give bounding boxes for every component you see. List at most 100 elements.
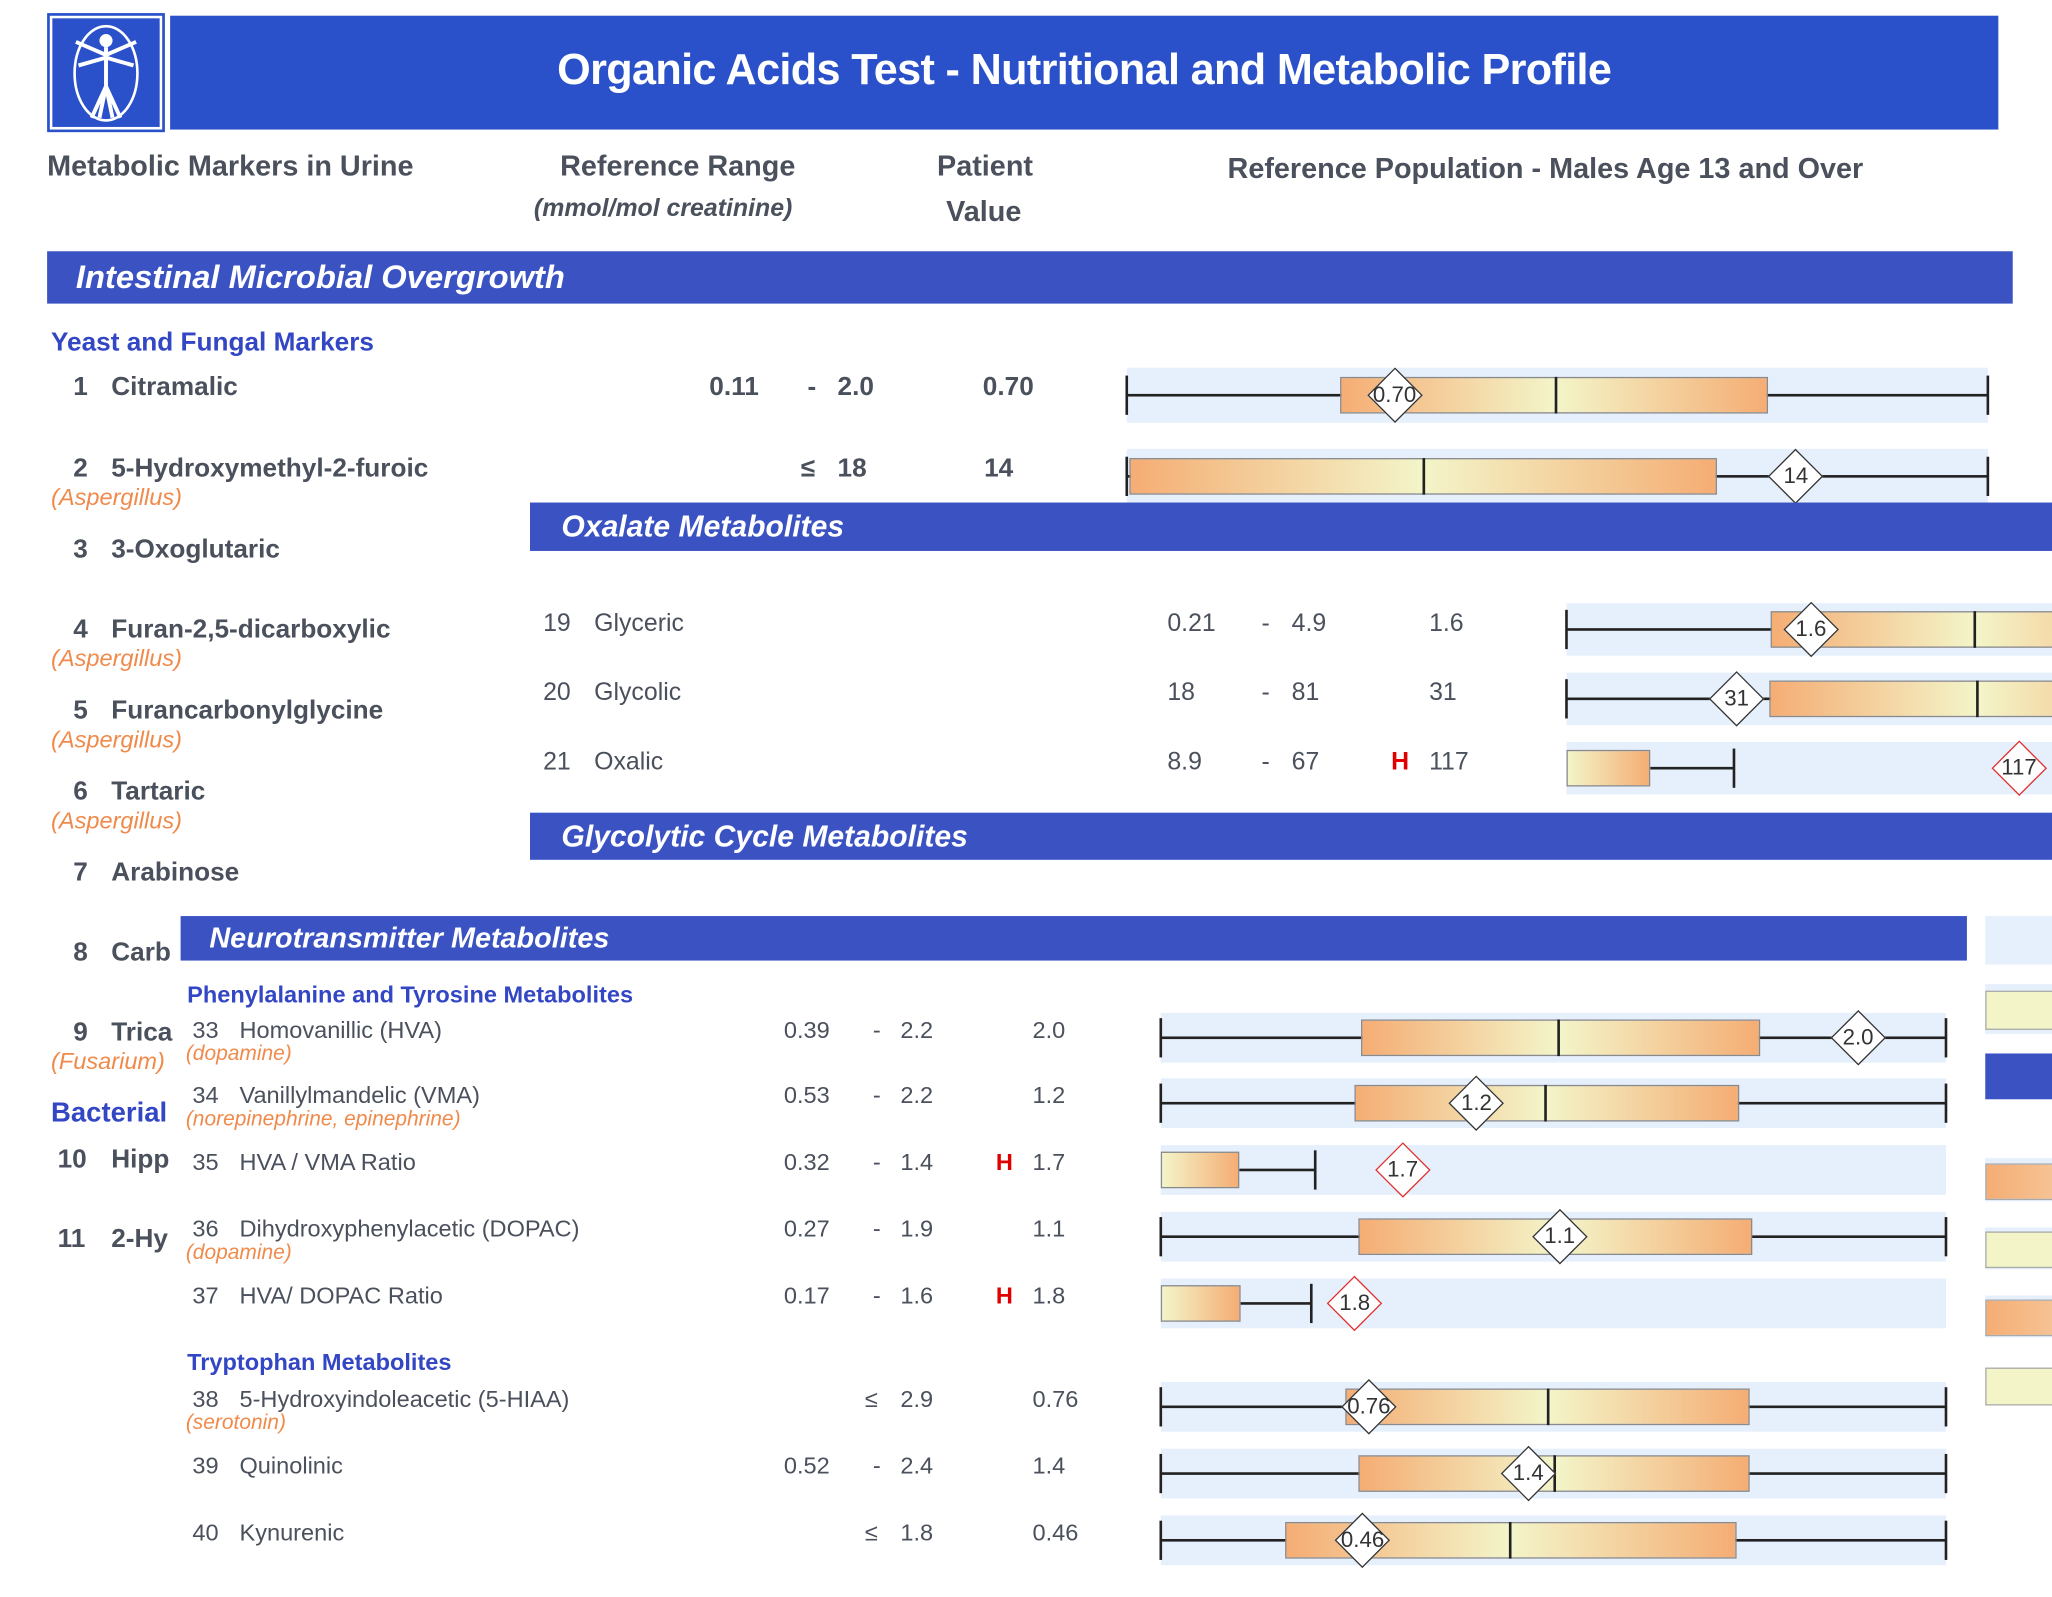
whisker-cap-high bbox=[1944, 1018, 1948, 1058]
range-high: 18 bbox=[837, 454, 867, 483]
marker-number: 7 bbox=[73, 858, 88, 888]
whisker-cap-high bbox=[1986, 375, 1990, 415]
whisker-cap-low bbox=[1159, 1018, 1163, 1058]
fragment-box bbox=[1985, 1367, 2052, 1406]
patient-value-marker: 0.70 bbox=[1366, 367, 1423, 423]
high-flag: H bbox=[995, 1282, 1013, 1309]
gauge-median-line bbox=[1544, 1084, 1547, 1122]
organism-label: (Aspergillus) bbox=[51, 645, 182, 672]
marker-number: 33 bbox=[192, 1016, 219, 1044]
marker-name: Trica bbox=[111, 1018, 173, 1047]
high-flag: H bbox=[995, 1149, 1013, 1176]
range-separator: - bbox=[807, 372, 817, 402]
section-header-neurotransmitter: Neurotransmitter Metabolites bbox=[180, 916, 1967, 961]
marker-name: Tartaric bbox=[111, 777, 206, 807]
marker-name: Vanillylmandelic (VMA) bbox=[239, 1082, 480, 1109]
marker-name: 3-Oxoglutaric bbox=[111, 535, 280, 565]
range-low: 8.9 bbox=[1167, 748, 1202, 777]
marker-value: 1.6 bbox=[1795, 616, 1827, 642]
marker-number: 6 bbox=[73, 777, 88, 807]
range-high: 2.2 bbox=[900, 1016, 934, 1044]
gauge-median-line bbox=[1973, 611, 1977, 648]
range-low: 0.39 bbox=[783, 1016, 830, 1044]
marker-value: 1.2 bbox=[1460, 1090, 1492, 1115]
marker-name: Kynurenic bbox=[239, 1519, 345, 1546]
marker-value: 14 bbox=[1783, 463, 1809, 489]
patient-value: 117 bbox=[1429, 748, 1469, 777]
whisker-cap-low bbox=[1159, 1387, 1163, 1427]
patient-value: 0.46 bbox=[1032, 1519, 1079, 1546]
marker-value: 1.1 bbox=[1544, 1223, 1576, 1249]
marker-value: 1.7 bbox=[1387, 1156, 1419, 1182]
fragment-box bbox=[1985, 1299, 2052, 1337]
range-separator: - bbox=[872, 1082, 881, 1109]
range-separator: ≤ bbox=[800, 454, 816, 483]
fragment-box bbox=[1985, 990, 2052, 1030]
fragment-box bbox=[1985, 1163, 2052, 1201]
marker-number: 8 bbox=[73, 938, 88, 968]
whisker-cap-high bbox=[1944, 1083, 1948, 1123]
range-low: 0.32 bbox=[783, 1149, 830, 1176]
gauge-box bbox=[1769, 680, 2052, 718]
organism-label: (Aspergillus) bbox=[51, 484, 182, 511]
patient-value: 0.70 bbox=[982, 372, 1034, 402]
patient-value-marker: 1.1 bbox=[1531, 1208, 1588, 1265]
range-low: 0.53 bbox=[783, 1082, 830, 1109]
range-low: 18 bbox=[1167, 679, 1195, 707]
gauge-whisker bbox=[1239, 1168, 1316, 1172]
whisker-cap-low bbox=[1159, 1453, 1163, 1494]
whisker-cap-high bbox=[1310, 1283, 1313, 1324]
column-header-range: Reference Range bbox=[560, 149, 796, 182]
range-separator: - bbox=[1261, 748, 1270, 777]
gauge-box bbox=[1160, 1151, 1240, 1189]
marker-name: Furan-2,5-dicarboxylic bbox=[111, 615, 391, 644]
whisker-cap-high bbox=[1944, 1387, 1948, 1427]
range-high: 1.8 bbox=[900, 1519, 934, 1546]
marker-number: 34 bbox=[192, 1082, 219, 1109]
organism-label: (Aspergillus) bbox=[51, 807, 182, 834]
gauge-whisker bbox=[1240, 1302, 1312, 1305]
fragment-header bbox=[1985, 1053, 2052, 1100]
marker-value: 2.0 bbox=[1842, 1024, 1874, 1050]
range-separator: - bbox=[1261, 609, 1270, 638]
marker-number: 20 bbox=[543, 679, 571, 707]
range-separator: - bbox=[872, 1215, 881, 1242]
neurotransmitter-label: (serotonin) bbox=[185, 1412, 286, 1435]
marker-number: 5 bbox=[73, 696, 88, 726]
gauge-box bbox=[1354, 1084, 1740, 1122]
column-header-population: Reference Population - Males Age 13 and … bbox=[1227, 151, 1864, 185]
patient-value: 2.0 bbox=[1032, 1016, 1066, 1044]
marker-value: 0.46 bbox=[1340, 1527, 1385, 1553]
marker-value: 117 bbox=[2001, 755, 2037, 780]
range-low: 0.17 bbox=[783, 1282, 830, 1309]
gauge-box bbox=[1160, 1285, 1241, 1322]
marker-name: Dihydroxyphenylacetic (DOPAC) bbox=[239, 1215, 580, 1242]
subheader-tryptophan: Tryptophan Metabolites bbox=[187, 1349, 452, 1376]
marker-number: 35 bbox=[192, 1149, 219, 1176]
range-separator: - bbox=[872, 1149, 881, 1176]
neurotransmitter-label: (dopamine) bbox=[185, 1043, 292, 1066]
marker-number: 1 bbox=[73, 372, 88, 402]
patient-value-marker: 1.2 bbox=[1448, 1075, 1505, 1131]
patient-value-marker: 1.8 bbox=[1326, 1275, 1383, 1332]
range-separator: ≤ bbox=[865, 1519, 878, 1546]
range-high: 2.4 bbox=[900, 1452, 934, 1479]
title-bar bbox=[170, 15, 1999, 130]
patient-value: 0.76 bbox=[1032, 1385, 1079, 1413]
marker-number: 3 bbox=[73, 535, 88, 565]
range-separator: - bbox=[872, 1452, 881, 1479]
section-header-oxalate: Oxalate Metabolites bbox=[530, 502, 2052, 551]
whisker-cap-low bbox=[1159, 1083, 1163, 1123]
section-header-intestinal: Intestinal Microbial Overgrowth bbox=[47, 251, 2013, 304]
whisker-cap-low bbox=[1125, 375, 1129, 415]
whisker-cap-high bbox=[1732, 748, 1736, 788]
marker-name: 2-Hy bbox=[111, 1224, 168, 1254]
marker-number: 11 bbox=[57, 1224, 86, 1254]
patient-value-marker: 1.6 bbox=[1783, 601, 1839, 658]
marker-name: HVA/ DOPAC Ratio bbox=[239, 1282, 443, 1309]
gauge-whisker bbox=[1650, 766, 1735, 770]
page-title: Organic Acids Test - Nutritional and Met… bbox=[557, 44, 1612, 93]
section-header-glycolytic: Glycolytic Cycle Metabolites bbox=[530, 812, 2052, 860]
patient-value: 31 bbox=[1429, 679, 1457, 707]
